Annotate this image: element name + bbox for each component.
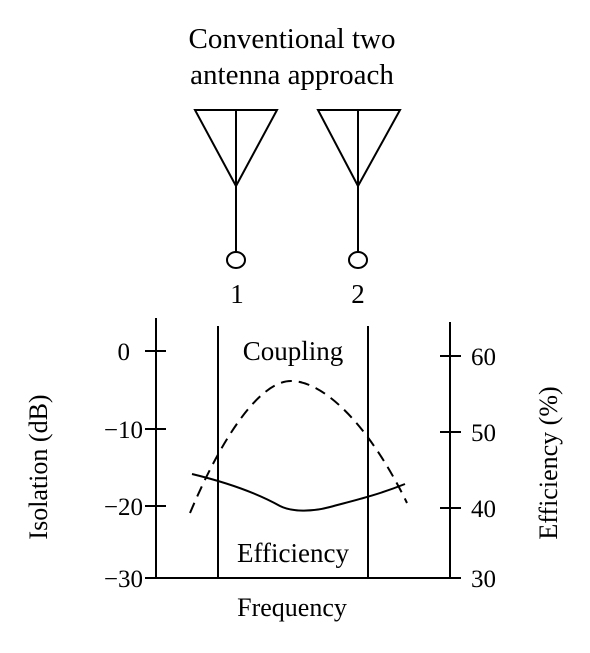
antenna-2: 2 bbox=[316, 109, 402, 309]
antenna-1-port bbox=[226, 251, 246, 269]
coupling-curve bbox=[189, 379, 408, 514]
x-axis-title: Frequency bbox=[237, 593, 347, 622]
antenna-1-label: 1 bbox=[230, 279, 244, 309]
title-line-1: Conventional two bbox=[188, 23, 395, 55]
antenna-1: 1 bbox=[193, 109, 279, 309]
coupling-label: Coupling bbox=[243, 336, 344, 366]
title-line-2: antenna approach bbox=[190, 59, 394, 91]
left-tick-label-1: −10 bbox=[104, 417, 143, 444]
efficiency-curve bbox=[191, 473, 406, 512]
antenna-2-label: 2 bbox=[351, 279, 365, 309]
left-tick-label-3: −30 bbox=[104, 566, 143, 593]
left-tick-label-2: −20 bbox=[104, 494, 143, 521]
right-tick-label-3: 30 bbox=[471, 566, 496, 593]
antenna-2-port bbox=[348, 251, 368, 269]
chart: 0 −10 −20 −30 60 50 40 30 Isolation (dB)… bbox=[24, 318, 563, 622]
right-tick-label-0: 60 bbox=[471, 344, 496, 371]
left-axis-title: Isolation (dB) bbox=[24, 394, 53, 539]
right-tick-label-1: 50 bbox=[471, 420, 496, 447]
efficiency-label: Efficiency bbox=[237, 538, 349, 568]
right-tick-label-2: 40 bbox=[471, 496, 496, 523]
left-tick-label-0: 0 bbox=[118, 339, 131, 366]
right-axis-title: Efficiency (%) bbox=[534, 386, 563, 539]
